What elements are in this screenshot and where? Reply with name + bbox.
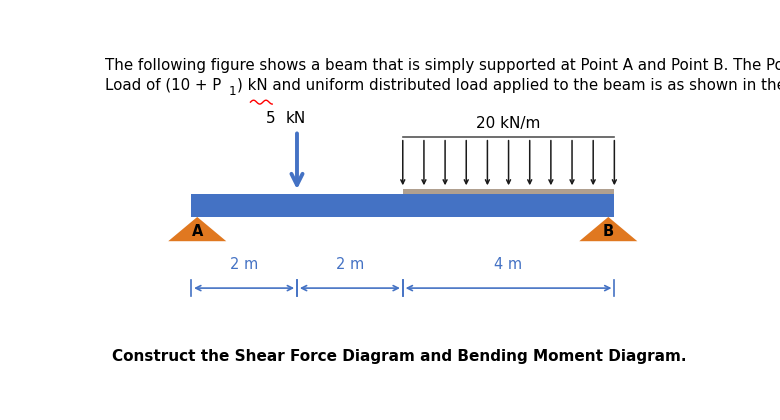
Text: Construct the Shear Force Diagram and Bending Moment Diagram.: Construct the Shear Force Diagram and Be… [112,349,687,364]
Text: 5: 5 [266,111,276,126]
Polygon shape [168,217,226,241]
Text: 20 kN/m: 20 kN/m [477,116,541,131]
Text: kN: kN [286,111,307,126]
Text: 2 m: 2 m [230,257,258,272]
Bar [191,194,615,217]
Text: ) kN and uniform distributed load applied to the beam is as shown in the figure.: ) kN and uniform distributed load applie… [237,78,780,93]
Bar [402,189,615,194]
Polygon shape [580,217,637,241]
Text: A: A [192,224,203,239]
Text: 4 m: 4 m [495,257,523,272]
Text: 2 m: 2 m [335,257,364,272]
Text: Load of (10 + P: Load of (10 + P [105,78,222,93]
Text: The following figure shows a beam that is simply supported at Point A and Point : The following figure shows a beam that i… [105,58,780,74]
Text: B: B [603,224,614,239]
Text: 1: 1 [229,85,236,98]
